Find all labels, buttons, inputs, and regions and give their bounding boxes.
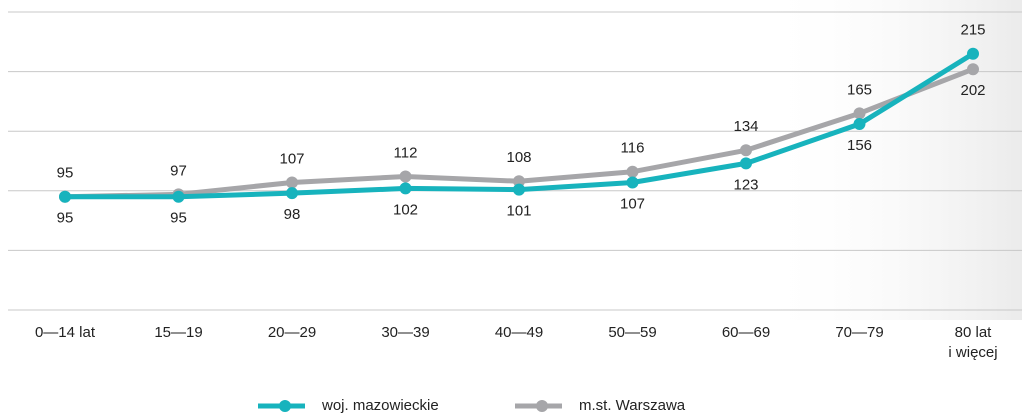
data-point: [173, 191, 185, 203]
data-label: 102: [393, 201, 418, 218]
chart: 0—14 lat 15—19 20—29 30—39 40—49 50—59 60—69 70…: [0, 0, 1022, 415]
data-label: 95: [170, 210, 187, 227]
data-point: [967, 63, 979, 75]
data-point: [740, 144, 752, 156]
x-tick-label: 70—79: [835, 324, 883, 341]
data-label: 107: [620, 195, 645, 212]
data-label: 95: [57, 165, 74, 182]
data-label: 156: [847, 137, 872, 154]
data-point: [854, 107, 866, 119]
data-label: 98: [284, 206, 301, 223]
data-point: [400, 182, 412, 194]
data-point: [286, 187, 298, 199]
data-point: [513, 184, 525, 196]
background-shade: [760, 0, 1022, 320]
x-tick-label: 20—29: [268, 324, 316, 341]
legend-label: woj. mazowieckie: [321, 397, 439, 414]
x-tick-label: 40—49: [495, 324, 543, 341]
data-label: 202: [960, 82, 985, 99]
data-label: 215: [960, 22, 985, 39]
data-point: [627, 176, 639, 188]
data-point: [59, 191, 71, 203]
data-label: 95: [57, 210, 74, 227]
x-tick-label: 30—39: [381, 324, 429, 341]
data-label: 123: [733, 176, 758, 193]
data-label: 108: [506, 149, 531, 166]
data-label: 134: [733, 118, 758, 135]
data-point: [854, 118, 866, 130]
x-tick-label: 0—14 lat: [35, 324, 96, 341]
data-point: [400, 170, 412, 182]
x-tick-label: 15—19: [154, 324, 202, 341]
x-tick-label: 50—59: [608, 324, 656, 341]
data-label: 116: [621, 140, 645, 157]
data-label: 112: [394, 144, 418, 161]
data-point: [286, 176, 298, 188]
data-label: 107: [279, 150, 304, 167]
data-point: [627, 166, 639, 178]
x-tick-label: 60—69: [722, 324, 770, 341]
data-label: 165: [847, 81, 872, 98]
legend-label: m.st. Warszawa: [579, 397, 686, 414]
legend-marker: [536, 400, 548, 412]
data-point: [740, 157, 752, 169]
data-point: [967, 48, 979, 60]
legend-marker: [279, 400, 291, 412]
data-label: 97: [170, 162, 187, 179]
data-label: 101: [506, 203, 531, 220]
